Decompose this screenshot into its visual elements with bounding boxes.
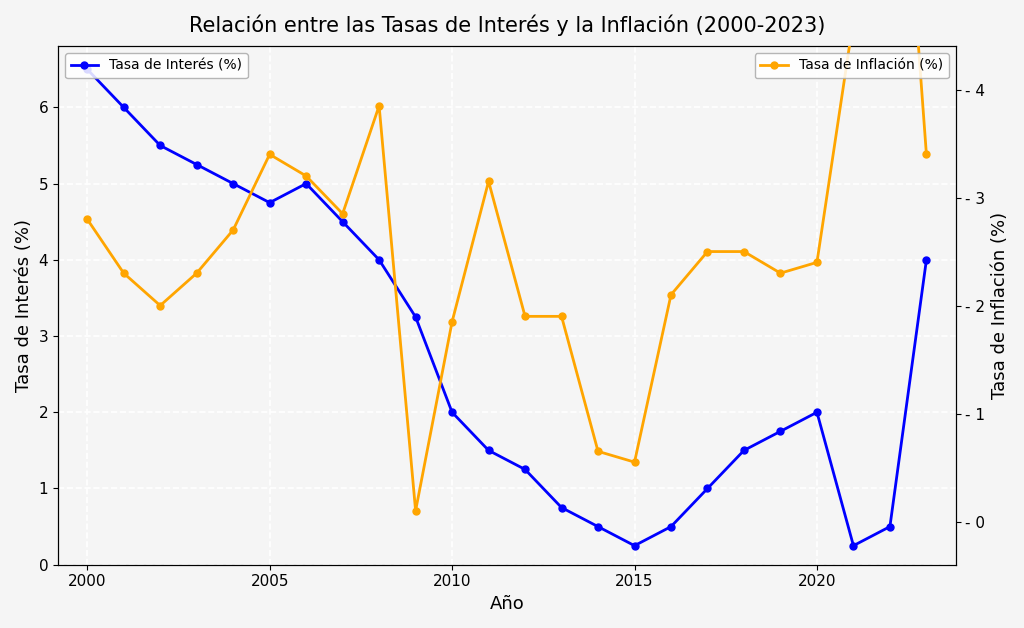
Legend: Tasa de Interés (%): Tasa de Interés (%) <box>65 53 248 78</box>
Tasa de Interés (%) <box>300 180 312 187</box>
Tasa de Inflación (%) <box>337 210 349 217</box>
Tasa de Interés (%) <box>373 256 385 264</box>
Line: Tasa de Interés (%): Tasa de Interés (%) <box>84 66 930 549</box>
Tasa de Interés (%) <box>811 408 823 416</box>
Tasa de Interés (%) <box>774 428 786 435</box>
Tasa de Interés (%) <box>337 218 349 225</box>
Tasa de Inflación (%) <box>592 448 604 455</box>
Tasa de Inflación (%) <box>629 458 641 466</box>
Tasa de Interés (%) <box>884 523 896 531</box>
Tasa de Inflación (%) <box>154 302 166 310</box>
Tasa de Inflación (%) <box>263 151 275 158</box>
Tasa de Inflación (%) <box>81 215 93 223</box>
Tasa de Inflación (%) <box>519 313 531 320</box>
Tasa de Inflación (%) <box>701 248 714 256</box>
Tasa de Inflación (%) <box>811 259 823 266</box>
Title: Relación entre las Tasas de Interés y la Inflación (2000-2023): Relación entre las Tasas de Interés y la… <box>188 15 825 36</box>
Line: Tasa de Inflación (%): Tasa de Inflación (%) <box>84 0 930 514</box>
Tasa de Interés (%) <box>227 180 240 187</box>
Tasa de Inflación (%) <box>410 507 422 514</box>
Tasa de Inflación (%) <box>482 178 495 185</box>
Tasa de Interés (%) <box>445 408 458 416</box>
Tasa de Interés (%) <box>118 104 130 111</box>
Tasa de Inflación (%) <box>118 269 130 277</box>
Y-axis label: Tasa de Inflación (%): Tasa de Inflación (%) <box>991 212 1009 399</box>
Tasa de Interés (%) <box>263 199 275 207</box>
Y-axis label: Tasa de Interés (%): Tasa de Interés (%) <box>15 219 33 392</box>
Tasa de Inflación (%) <box>847 16 859 23</box>
Tasa de Interés (%) <box>410 313 422 321</box>
Tasa de Inflación (%) <box>373 102 385 109</box>
Tasa de Interés (%) <box>519 466 531 474</box>
Tasa de Interés (%) <box>629 542 641 550</box>
Tasa de Inflación (%) <box>774 269 786 277</box>
Tasa de Inflación (%) <box>738 248 751 256</box>
Tasa de Inflación (%) <box>190 269 203 277</box>
Tasa de Inflación (%) <box>300 172 312 180</box>
Tasa de Interés (%) <box>81 65 93 73</box>
Tasa de Inflación (%) <box>227 226 240 234</box>
Tasa de Inflación (%) <box>445 318 458 325</box>
Tasa de Interés (%) <box>555 504 567 511</box>
Tasa de Interés (%) <box>847 542 859 550</box>
Tasa de Interés (%) <box>482 447 495 454</box>
Tasa de Interés (%) <box>701 485 714 492</box>
Tasa de Interés (%) <box>154 142 166 149</box>
Tasa de Interés (%) <box>190 161 203 168</box>
Tasa de Interés (%) <box>738 447 751 454</box>
Tasa de Inflación (%) <box>665 291 677 298</box>
Tasa de Inflación (%) <box>921 151 933 158</box>
Tasa de Interés (%) <box>592 523 604 531</box>
Tasa de Inflación (%) <box>555 313 567 320</box>
Tasa de Interés (%) <box>921 256 933 264</box>
Tasa de Interés (%) <box>665 523 677 531</box>
X-axis label: Año: Año <box>489 595 524 613</box>
Legend: Tasa de Inflación (%): Tasa de Inflación (%) <box>755 53 948 78</box>
